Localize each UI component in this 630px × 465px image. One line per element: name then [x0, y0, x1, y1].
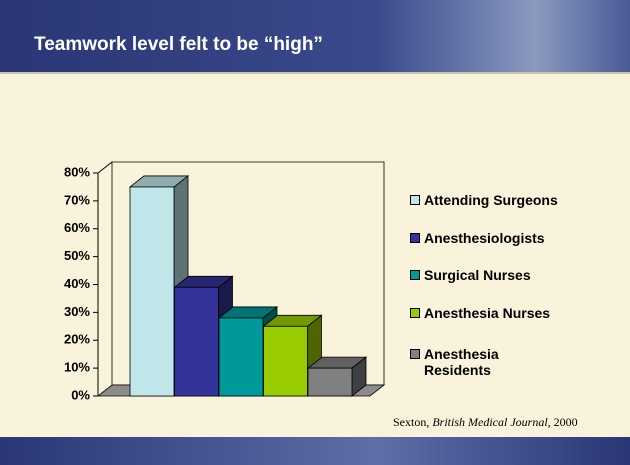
- y-tick-label: 80%: [64, 164, 90, 179]
- legend-label: Anesthesia Residents: [424, 346, 499, 378]
- source-author: Sexton,: [393, 415, 432, 429]
- y-tick-label: 50%: [64, 248, 90, 263]
- legend-label: Anesthesiologists: [424, 230, 545, 246]
- legend-label: Surgical Nurses: [424, 267, 531, 283]
- legend-item: Surgical Nurses: [406, 267, 586, 283]
- legend-swatch: [410, 233, 420, 243]
- legend-item: Anesthesia Residents: [406, 346, 526, 378]
- legend-item: Attending Surgeons: [406, 192, 586, 208]
- footer: [0, 437, 630, 465]
- legend-item: Anesthesiologists: [406, 230, 586, 246]
- source-journal: British Medical Journal: [432, 415, 547, 429]
- bar: [264, 326, 308, 396]
- legend-label: Attending Surgeons: [424, 192, 558, 208]
- y-tick-label: 70%: [64, 192, 90, 207]
- y-tick-label: 60%: [64, 220, 90, 235]
- legend-label: Anesthesia Nurses: [424, 305, 550, 321]
- y-tick-label: 40%: [64, 276, 90, 291]
- bar: [308, 368, 352, 396]
- y-tick-label: 30%: [64, 304, 90, 319]
- y-tick-label: 10%: [64, 360, 90, 375]
- source-year: , 2000: [548, 415, 578, 429]
- bar: [130, 187, 174, 396]
- legend-swatch: [410, 308, 420, 318]
- legend-swatch: [410, 349, 420, 359]
- bar: [175, 287, 219, 396]
- y-tick-label: 20%: [64, 332, 90, 347]
- legend-swatch: [410, 270, 420, 280]
- slide: Teamwork level felt to be “high” 0%10%20…: [0, 0, 630, 465]
- legend-item: Anesthesia Nurses: [406, 305, 586, 321]
- y-tick-label: 0%: [71, 387, 90, 402]
- bar: [219, 318, 263, 396]
- side-wall-edge: [98, 162, 112, 173]
- source: Sexton, British Medical Journal, 2000: [393, 415, 578, 430]
- legend-swatch: [410, 195, 420, 205]
